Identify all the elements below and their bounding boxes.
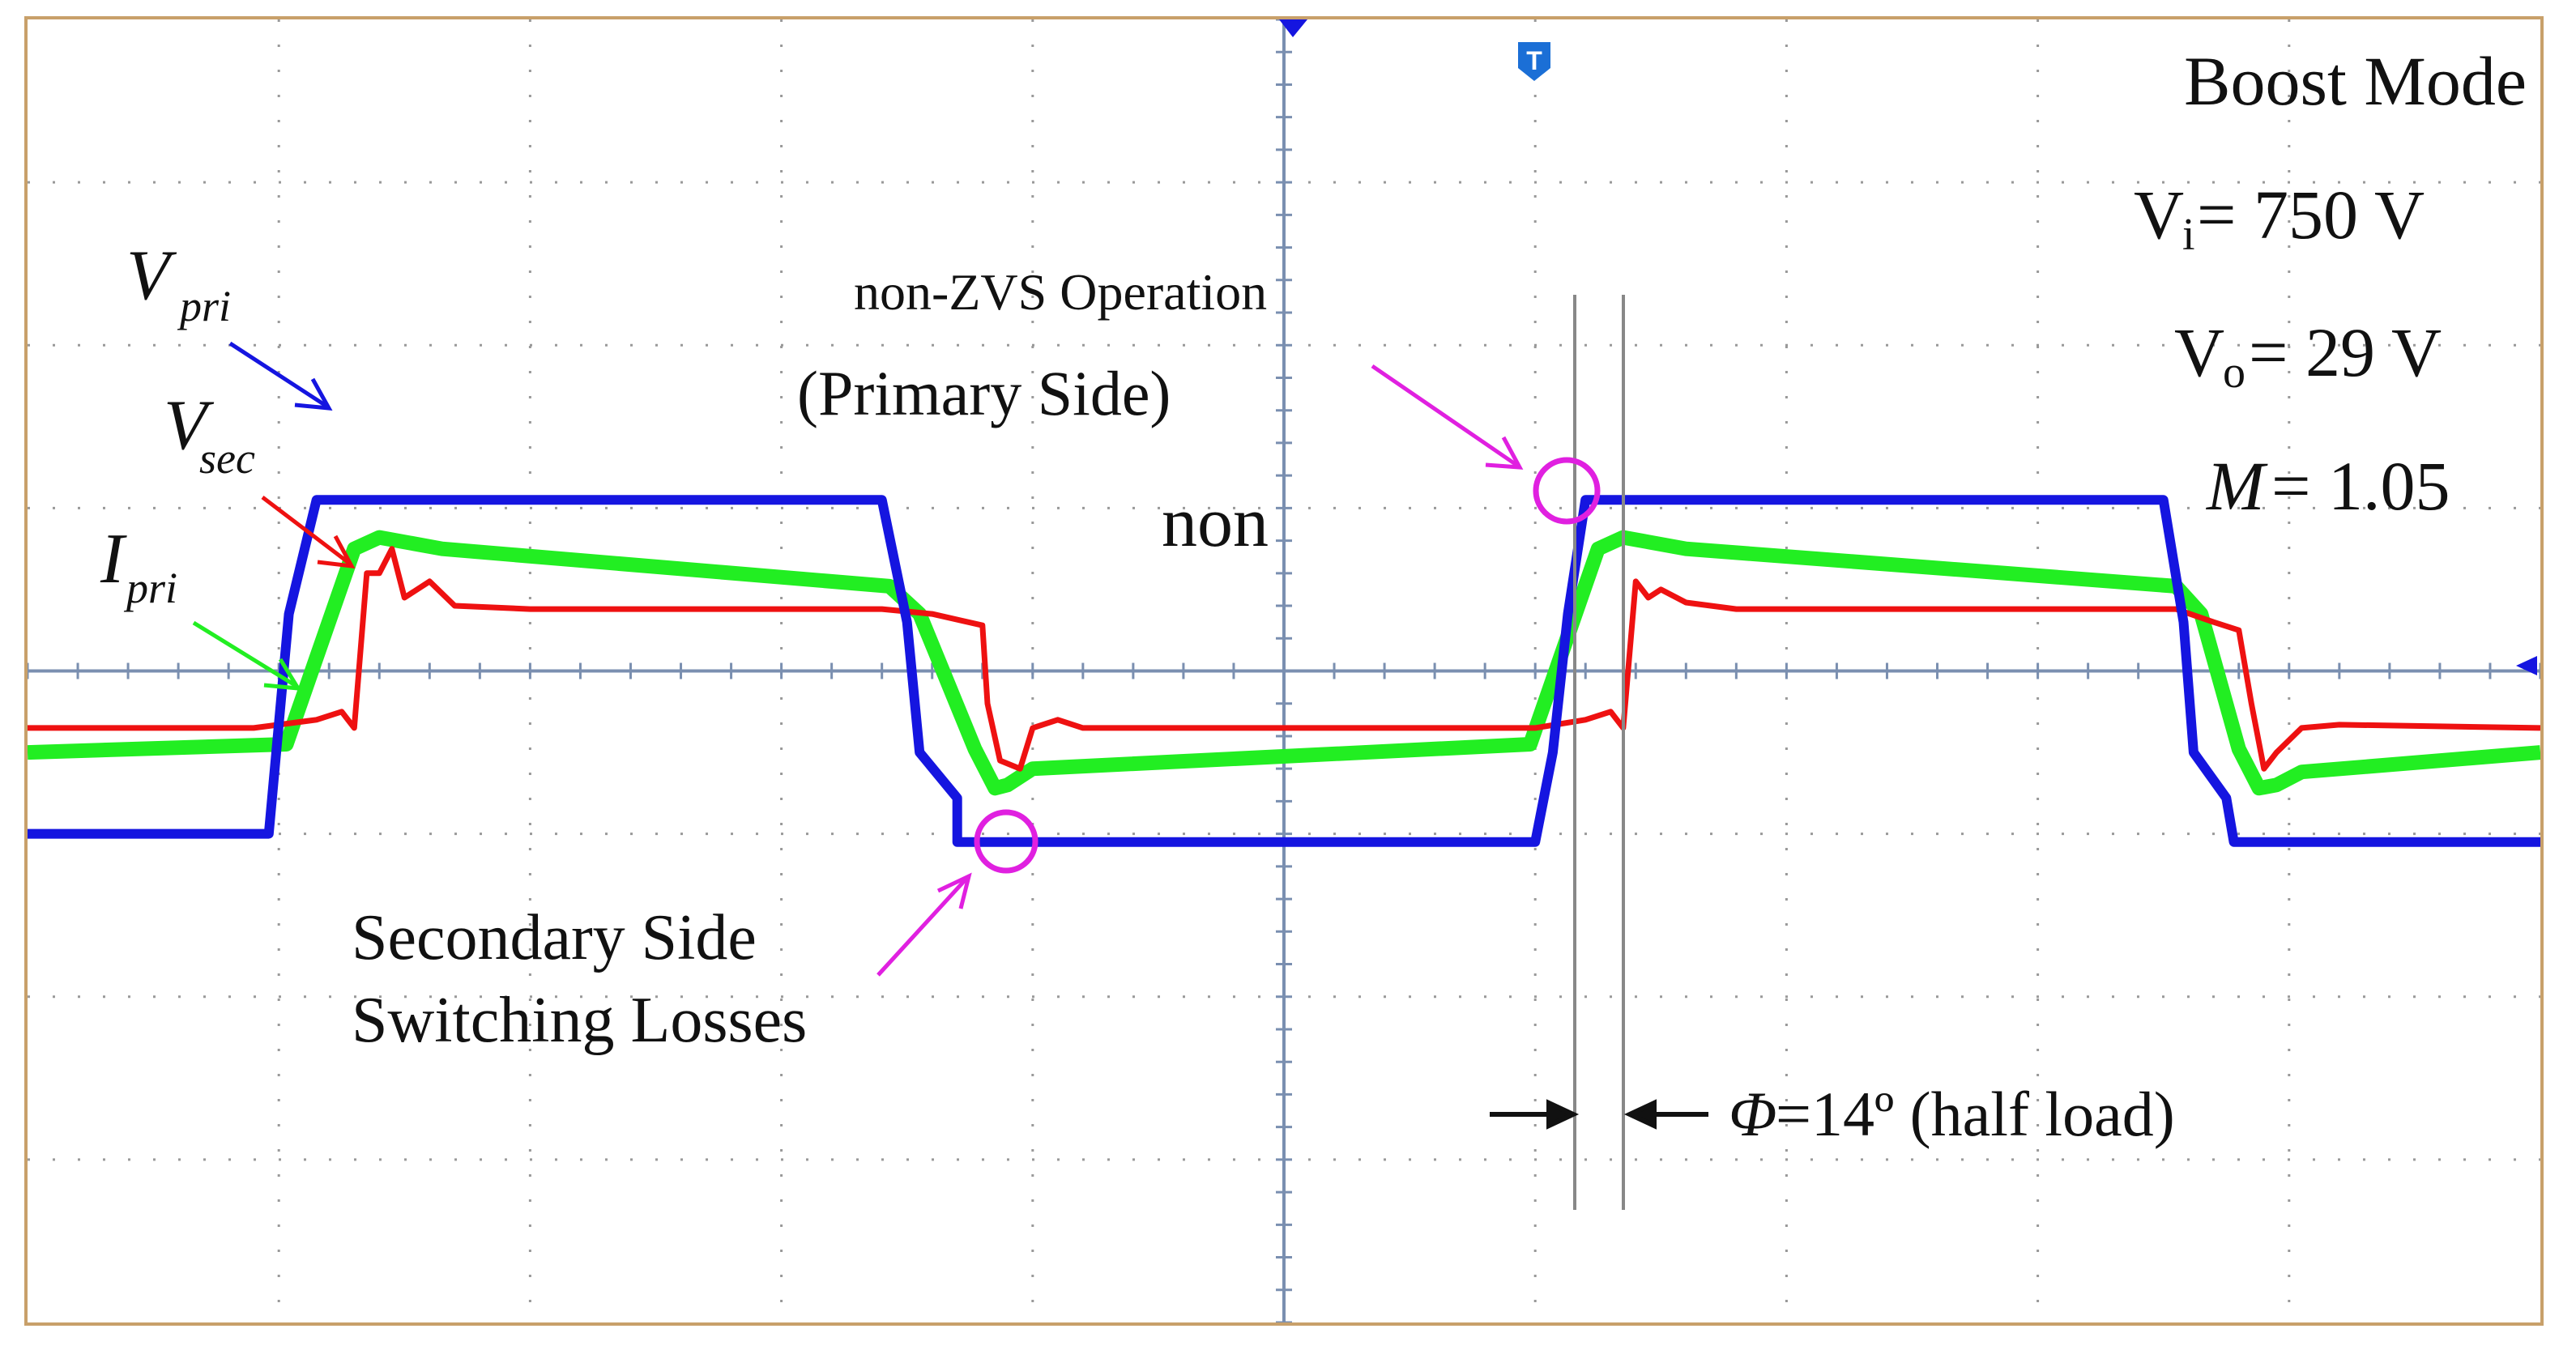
- vpri-trace: [28, 495, 2540, 847]
- mode-label: Boost Mode: [2184, 42, 2527, 120]
- secondary-arrow: [876, 872, 972, 977]
- ipri-label-sub: pri: [123, 564, 177, 612]
- vsec-label-sub: sec: [199, 434, 255, 483]
- oscilloscope-screen: T V pri V sec I pri Boost Mode V i = 750…: [24, 16, 2544, 1326]
- nonzvs-circle: [1533, 457, 1601, 525]
- vi-label: V i = 750 V: [2134, 176, 2425, 260]
- svg-text:i: i: [2182, 210, 2195, 260]
- ipri-label-main: I: [100, 520, 127, 598]
- m-label: M = 1.05: [2205, 447, 2450, 525]
- vpri-arrow: [228, 341, 333, 411]
- svg-text:= 1.05: = 1.05: [2271, 447, 2450, 525]
- nonzvs-line1: non-ZVS Operation: [854, 263, 1267, 321]
- vo-label: V o = 29 V: [2174, 313, 2442, 398]
- trigger-marker-icon: T: [1518, 42, 1550, 81]
- vpri-label: V pri: [126, 236, 231, 330]
- vsec-label-main: V: [164, 386, 215, 465]
- svg-text:=14º (half load): =14º (half load): [1776, 1079, 2175, 1149]
- center-marker-icon: [1279, 19, 1307, 37]
- svg-text:V: V: [2134, 176, 2184, 253]
- vsec-arrow: [261, 496, 356, 569]
- svg-text:= 29 V: = 29 V: [2249, 313, 2442, 391]
- nonzvs-arrow: [1371, 364, 1524, 470]
- svg-text:M: M: [2205, 447, 2268, 525]
- grid: [28, 19, 2540, 1322]
- vsec-trace: [28, 546, 2540, 772]
- phi-label: Φ =14º (half load): [1729, 1079, 2175, 1149]
- traces: [28, 495, 2540, 847]
- phase-arrows: [1490, 1099, 1708, 1130]
- ipri-label: I pri: [100, 520, 177, 612]
- vpri-label-sub: pri: [177, 282, 231, 330]
- vsec-label: V sec: [164, 386, 255, 483]
- non-label: non: [1162, 483, 1269, 562]
- waveform-plot: T V pri V sec I pri Boost Mode V i = 750…: [28, 19, 2540, 1322]
- vpri-label-main: V: [126, 236, 177, 315]
- svg-text:Φ: Φ: [1729, 1079, 1776, 1149]
- secondary-line2: Switching Losses: [352, 985, 807, 1056]
- svg-text:V: V: [2174, 313, 2224, 391]
- secondary-loss-circle: [974, 809, 1039, 874]
- svg-text:= 750 V: = 750 V: [2197, 176, 2425, 253]
- ipri-trace: [28, 530, 2540, 796]
- nonzvs-line2: (Primary Side): [797, 358, 1171, 428]
- trigger-marker-label: T: [1526, 46, 1542, 75]
- secondary-line1: Secondary Side: [352, 902, 757, 973]
- svg-text:o: o: [2223, 347, 2245, 398]
- right-level-marker-icon: [2516, 656, 2537, 675]
- phase-cursor-lines: [1573, 295, 1625, 1210]
- ipri-arrow: [192, 620, 302, 691]
